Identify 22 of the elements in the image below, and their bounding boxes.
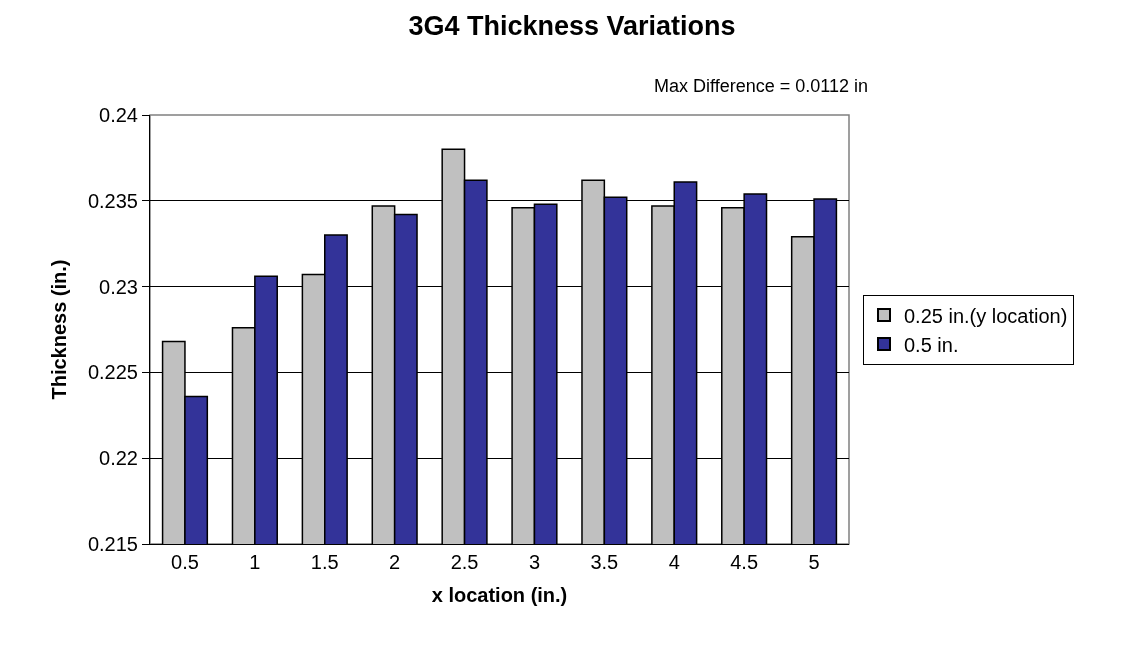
legend-label: 0.25 in.(y location) — [903, 304, 1068, 327]
x-tick-label: 3.5 — [590, 551, 619, 573]
y-tick-label: 0.215 — [87, 533, 138, 555]
x-tick-label: 2 — [389, 551, 401, 573]
x-tick-label: 2.5 — [450, 551, 479, 573]
y-tick-label: 0.225 — [87, 361, 138, 384]
x-tick-label: 4 — [668, 551, 680, 573]
x-tick-label: 1.5 — [310, 551, 339, 573]
x-tick-label: 1 — [249, 551, 261, 573]
y-axis-title: Thickness (in.) — [48, 259, 71, 400]
x-tick-label: 5 — [808, 551, 820, 573]
x-axis-title: x location (in.) — [431, 583, 568, 606]
y-tick-label: 0.24 — [99, 104, 138, 126]
y-tick-label: 0.22 — [99, 447, 138, 470]
y-tick-label: 0.235 — [87, 189, 138, 212]
y-tick-label: 0.23 — [99, 275, 138, 298]
x-tick-label: 4.5 — [730, 551, 759, 573]
legend-label: 0.5 in. — [903, 333, 959, 356]
chart-subtitle: Max Difference = 0.0112 in — [654, 76, 868, 96]
x-tick-label: 3 — [528, 551, 541, 573]
chart-title: 3G4 Thickness Variations — [408, 11, 736, 42]
x-tick-label: 0.5 — [171, 551, 199, 573]
